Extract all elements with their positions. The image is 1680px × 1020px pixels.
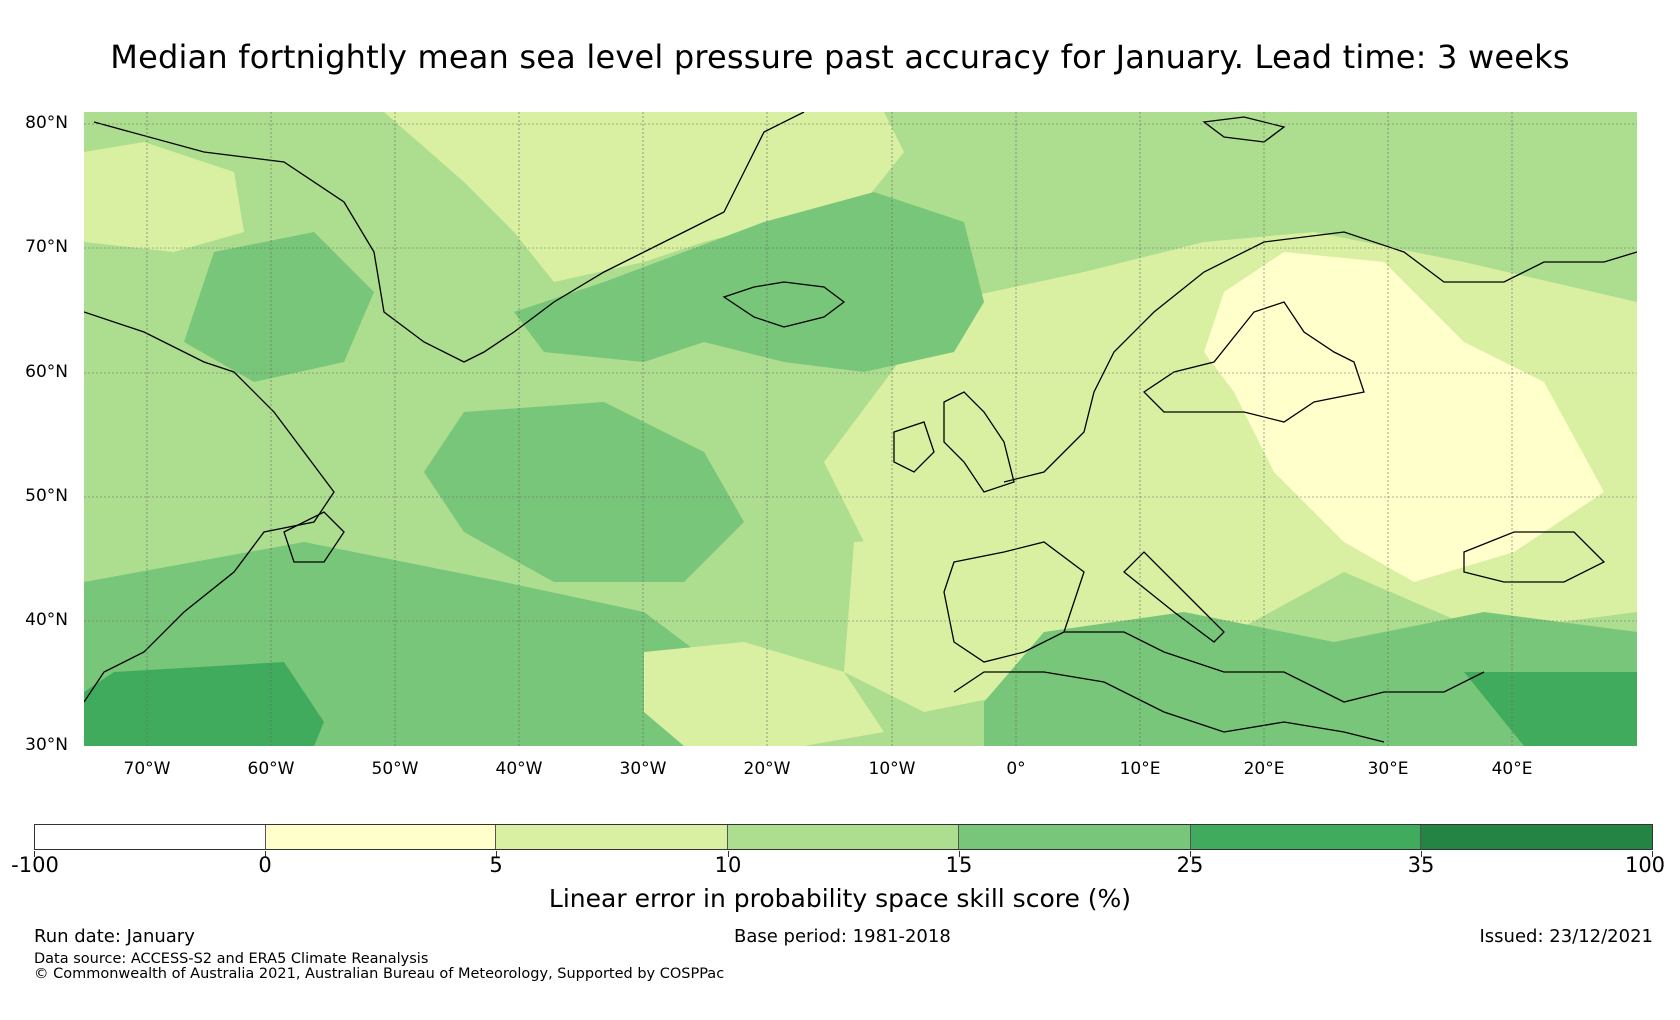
- colorbar-tick: [265, 851, 266, 857]
- colorbar-segment-25-35: [1190, 825, 1422, 849]
- svalbard-coast: [1202, 116, 1286, 143]
- colorbar-segment-35-100: [1421, 825, 1653, 849]
- skill-score-map: [84, 112, 1637, 746]
- colorbar-segment-neg100-0: [35, 825, 266, 849]
- region-baffin-dark: [184, 232, 374, 382]
- data-source: Data source: ACCESS-S2 and ERA5 Climate …: [34, 951, 429, 967]
- region-med-dark: [984, 612, 1637, 746]
- colorbar-tick: [728, 851, 729, 857]
- newfoundland-coast: [283, 511, 345, 563]
- colorbar-label-neg100: -100: [11, 853, 59, 877]
- colorbar-tick: [1190, 851, 1191, 857]
- region-scandinavia-lightest: [1204, 252, 1604, 582]
- lon-label-0: 0°: [1006, 759, 1026, 779]
- africa-coast: [953, 671, 1385, 743]
- colorbar-tick: [34, 851, 35, 857]
- run-date: Run date: January: [34, 926, 195, 947]
- region-subtropic-darker: [84, 662, 324, 746]
- lat-label-80n: 80°N: [25, 113, 68, 133]
- colorbar-title: Linear error in probability space skill …: [548, 884, 1132, 913]
- coastlines: [84, 112, 1637, 743]
- lon-label-30w: 30°W: [619, 759, 667, 779]
- issued-date: Issued: 23/12/2021: [1479, 926, 1653, 947]
- colorbar-segment-5-10: [496, 825, 729, 849]
- colorbar-tick: [496, 851, 497, 857]
- italy-coast: [1123, 551, 1225, 643]
- lat-label-70n: 70°N: [25, 237, 68, 257]
- colorbar-label-35: 35: [1407, 853, 1435, 877]
- canada-coast: [84, 311, 335, 703]
- baltic-coast: [1142, 301, 1365, 423]
- base-period: Base period: 1981-2018: [734, 926, 951, 947]
- region-north-atlantic-light: [384, 112, 904, 282]
- graticule: [84, 112, 1637, 746]
- iceland-coast: [722, 281, 846, 328]
- colorbar-tick: [1652, 851, 1653, 857]
- lon-label-30e: 30°E: [1367, 759, 1409, 779]
- uk-coast: [943, 391, 1015, 493]
- colorbar-segment-10-15: [728, 825, 959, 849]
- chart-title: Median fortnightly mean sea level pressu…: [110, 38, 1570, 76]
- lon-label-70w: 70°W: [123, 759, 171, 779]
- colorbar-label-15: 15: [945, 853, 973, 877]
- iberia-coast: [943, 541, 1085, 663]
- region-azores-light: [644, 642, 884, 746]
- lon-label-20e: 20°E: [1243, 759, 1285, 779]
- region-east-med-darker: [1464, 672, 1637, 746]
- colorbar: [34, 824, 1653, 850]
- region-mid-atlantic-dark: [424, 402, 744, 582]
- colorbar-segment-0-5: [265, 825, 497, 849]
- region-labrador-light: [84, 142, 244, 252]
- copyright: © Commonwealth of Australia 2021, Austra…: [34, 966, 725, 982]
- lat-label-40n: 40°N: [25, 610, 68, 630]
- lon-label-50w: 50°W: [371, 759, 419, 779]
- colorbar-label-0: 0: [258, 853, 272, 877]
- colorbar-tick: [959, 851, 960, 857]
- med-coast: [1064, 631, 1485, 703]
- lat-label-30n: 30°N: [25, 735, 68, 755]
- region-iberia-light: [844, 532, 1064, 712]
- lon-label-40e: 40°E: [1491, 759, 1533, 779]
- colorbar-label-25: 25: [1176, 853, 1204, 877]
- region-iceland-sea-dark: [514, 192, 984, 372]
- colorbar-segment-15-25: [958, 825, 1191, 849]
- lon-label-60w: 60°W: [247, 759, 295, 779]
- lon-label-40w: 40°W: [495, 759, 543, 779]
- lat-label-60n: 60°N: [25, 362, 68, 382]
- lat-label-50n: 50°N: [25, 486, 68, 506]
- black-sea-coast: [1463, 531, 1606, 583]
- ireland-coast: [893, 421, 935, 473]
- colorbar-label-5: 5: [489, 853, 503, 877]
- colorbar-label-10: 10: [714, 853, 742, 877]
- lon-label-10e: 10°E: [1119, 759, 1161, 779]
- lon-label-20w: 20°W: [743, 759, 791, 779]
- greenland-coast: [93, 112, 805, 363]
- colorbar-label-100: 100: [1624, 853, 1666, 877]
- map-svg: [84, 112, 1637, 746]
- lon-label-10w: 10°W: [868, 759, 916, 779]
- colorbar-tick: [1421, 851, 1422, 857]
- skill-regions: [84, 112, 1637, 746]
